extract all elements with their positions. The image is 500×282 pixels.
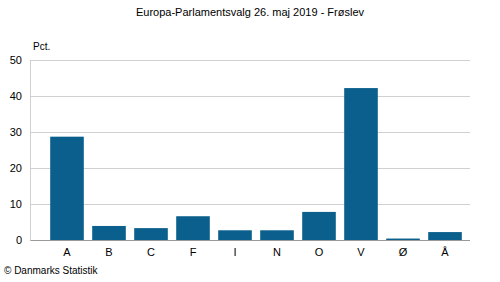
y-tick: 10 bbox=[10, 198, 30, 210]
x-tick-label: I bbox=[233, 246, 236, 258]
x-tick-label: N bbox=[273, 246, 281, 258]
x-tick: B bbox=[105, 240, 112, 258]
bar bbox=[344, 88, 378, 240]
y-axis-line bbox=[30, 61, 31, 241]
source-note: © Danmarks Statistik bbox=[4, 265, 99, 276]
bar bbox=[302, 212, 336, 240]
grid-line bbox=[30, 96, 470, 97]
bar bbox=[134, 228, 168, 240]
y-tick-label: 30 bbox=[10, 126, 22, 138]
y-tick: 30 bbox=[10, 126, 30, 138]
chart: Europa-Parlamentsvalg 26. maj 2019 - Frø… bbox=[0, 0, 500, 282]
y-tick-label: 20 bbox=[10, 162, 22, 174]
bar bbox=[92, 226, 126, 240]
x-tick: O bbox=[315, 240, 324, 258]
bar bbox=[428, 232, 462, 240]
bars bbox=[50, 88, 462, 240]
grid-line bbox=[30, 132, 470, 133]
bar bbox=[176, 216, 210, 240]
x-tick-label: C bbox=[147, 246, 155, 258]
x-tick-label: Ø bbox=[399, 246, 408, 258]
x-tick-label: B bbox=[105, 246, 112, 258]
bar bbox=[386, 239, 420, 240]
x-tick: Å bbox=[441, 240, 449, 258]
y-axis-title: Pct. bbox=[33, 41, 50, 52]
grid-line bbox=[30, 204, 470, 205]
y-tick: 50 bbox=[10, 54, 30, 66]
y-tick: 40 bbox=[10, 90, 30, 102]
y-tick-label: 50 bbox=[10, 54, 22, 66]
grid-line bbox=[30, 60, 470, 61]
y-tick-label: 0 bbox=[16, 234, 22, 246]
x-tick: Ø bbox=[399, 240, 408, 258]
y-tick-label: 10 bbox=[10, 198, 22, 210]
grid-line bbox=[30, 168, 470, 169]
x-tick-label: V bbox=[357, 246, 365, 258]
y-tick: 20 bbox=[10, 162, 30, 174]
bar bbox=[218, 230, 252, 240]
x-tick: V bbox=[357, 240, 365, 258]
x-tick: C bbox=[147, 240, 155, 258]
title: Europa-Parlamentsvalg 26. maj 2019 - Frø… bbox=[136, 6, 365, 18]
x-tick-label: F bbox=[190, 246, 197, 258]
y-tick-label: 40 bbox=[10, 90, 22, 102]
x-tick: I bbox=[233, 240, 236, 258]
y-axis: 0 10 20 30 40 50 bbox=[10, 54, 31, 246]
bar bbox=[50, 137, 84, 240]
grid bbox=[30, 60, 470, 240]
x-axis-line bbox=[47, 240, 467, 241]
x-tick-label: A bbox=[63, 246, 71, 258]
y-tick: 0 bbox=[16, 234, 30, 246]
x-tick: F bbox=[190, 240, 197, 258]
x-axis: ABCFINOVØÅ bbox=[47, 240, 467, 258]
x-tick: A bbox=[63, 240, 71, 258]
bar bbox=[260, 230, 294, 240]
x-tick-label: O bbox=[315, 246, 324, 258]
x-tick-label: Å bbox=[441, 246, 449, 258]
x-tick: N bbox=[273, 240, 281, 258]
